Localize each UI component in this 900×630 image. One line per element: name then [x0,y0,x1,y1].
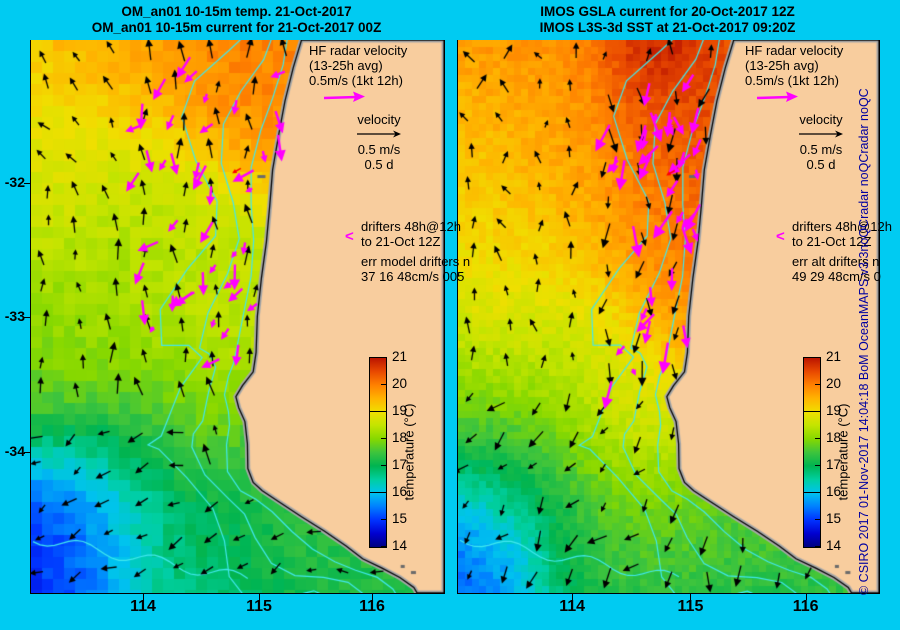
drifter-marker-icon: < [776,228,785,245]
error-stats-note: err alt drifters n 49 29 48cm/s 0 [792,254,881,284]
velocity-legend-title: velocity [799,112,843,127]
colorbar-tick-mark [815,519,820,520]
velocity-legend-days: 0.5 d [364,157,394,172]
colorbar-tick-mark [381,465,386,466]
velocity-legend-days: 0.5 d [806,157,836,172]
hf-radar-legend: HF radar velocity (13-25h avg) 0.5m/s (1… [745,43,843,88]
lon-tick-mark [372,594,373,600]
colorbar-divider-line [804,411,820,412]
colorbar-tick-label: 17 [392,457,408,472]
drifters-note-line1: drifters 48h@12h [361,219,461,234]
csiro-watermark: © CSIRO 2017 01-Nov-2017 14:04:18 BoM Oc… [857,88,871,595]
error-stats-line1: err alt drifters n [792,254,880,269]
lon-tick-label: 116 [359,598,385,615]
colorbar-axis-label: temperature (°C) [401,403,417,501]
error-stats-note: err model drifters n 37 16 48cm/s 005 [361,254,470,284]
lon-tick-mark [142,594,144,600]
lon-tick-mark [572,594,574,600]
hf-radar-legend-line3: 0.5m/s (1kt 12h) [309,73,403,88]
lon-tick-label: 115 [246,598,272,615]
hf-radar-arrow-icon [756,91,798,102]
lat-tick-label: -34 [4,442,25,459]
colorbar-tick-label: 21 [826,349,842,364]
colorbar-divider-line [370,411,386,412]
hf-radar-legend-line2: (13-25h avg) [309,58,383,73]
colorbar-tick-mark [815,465,820,466]
lon-tick-label: 115 [677,598,704,615]
velocity-legend: velocity 0.5 m/s 0.5 d [778,112,864,172]
error-stats-line2: 49 29 48cm/s 0 [792,269,881,284]
error-stats-line2: 37 16 48cm/s 005 [361,269,465,284]
hf-radar-legend-line1: HF radar velocity [309,43,408,58]
lon-tick-label: 116 [792,598,819,615]
hf-radar-legend-line3: 0.5m/s (1kt 12h) [745,73,839,88]
colorbar-tick-mark [815,357,820,358]
colorbar-tick-label: 19 [392,403,408,418]
colorbar-tick-label: 15 [392,511,408,526]
lat-tick-label: -32 [4,174,25,190]
colorbar-tick-label: 16 [826,484,842,499]
right-panel-title-line2: IMOS L3S-3d SST at 21-Oct-2017 09:20Z [539,20,796,35]
lon-tick-mark [259,594,260,600]
hf-radar-legend-line2: (13-25h avg) [745,58,819,73]
satellite-map-panel: HF radar velocity (13-25h avg) 0.5m/s (1… [457,40,892,594]
temperature-colorbar [369,357,387,548]
velocity-legend-scale: 0.5 m/s [799,142,843,157]
drifters-note: drifters 48h@12h to 21-Oct 12Z [361,219,461,249]
colorbar-tick-label: 14 [826,538,842,553]
temperature-colorbar [803,357,821,548]
drifter-marker-icon: < [345,228,354,245]
colorbar-tick-label: 21 [392,349,408,364]
lat-tick-mark [24,451,30,453]
drifters-note-line2: to 21-Oct 12Z [792,234,872,249]
lon-tick-mark [805,594,807,600]
left-panel-title-line2: OM_an01 10-15m current for 21-Oct-2017 0… [91,20,382,35]
lon-tick-label: 114 [130,598,156,615]
drifters-note-line1: drifters 48h@12h [792,219,892,234]
colorbar-tick-label: 16 [392,484,408,499]
hf-radar-arrow-icon [323,91,365,102]
colorbar-divider-line [370,492,386,493]
hf-radar-legend-line1: HF radar velocity [745,43,844,58]
lat-tick-mark [24,183,30,184]
lon-tick-mark [690,594,692,600]
left-panel-title-line1: OM_an01 10-15m temp. 21-Oct-2017 [121,4,352,19]
colorbar-axis-label: temperature (°C) [835,403,851,501]
colorbar-tick-label: 18 [392,430,408,445]
colorbar-tick-label: 19 [826,403,842,418]
colorbar-tick-label: 15 [826,511,842,526]
colorbar-tick-label: 17 [826,457,842,472]
colorbar-tick-label: 20 [392,376,408,391]
colorbar-tick-mark [381,438,386,439]
colorbar-tick-label: 14 [392,538,408,553]
velocity-arrow-icon [357,130,401,138]
colorbar-tick-mark [815,384,820,385]
colorbar-tick-label: 18 [826,430,842,445]
velocity-legend-scale: 0.5 m/s [357,142,401,157]
colorbar-tick-mark [815,546,820,547]
velocity-arrow-icon [799,130,843,138]
error-stats-line1: err model drifters n [361,254,471,269]
lat-tick-label: -33 [4,307,25,324]
colorbar-tick-mark [381,546,386,547]
right-panel-title-line1: IMOS GSLA current for 20-Oct-2017 12Z [540,4,795,19]
lon-tick-label: 114 [559,598,586,615]
drifters-note-line2: to 21-Oct 12Z [361,234,441,249]
velocity-legend: velocity 0.5 m/s 0.5 d [336,112,422,172]
colorbar-divider-line [804,492,820,493]
colorbar-tick-mark [815,438,820,439]
colorbar-tick-mark [381,519,386,520]
colorbar-tick-label: 20 [826,376,842,391]
hf-radar-legend: HF radar velocity (13-25h avg) 0.5m/s (1… [309,43,407,88]
model-map-panel: HF radar velocity (13-25h avg) 0.5m/s (1… [30,40,470,594]
colorbar-tick-mark [381,357,386,358]
velocity-legend-title: velocity [357,112,401,127]
lat-tick-mark [24,316,30,318]
colorbar-tick-mark [381,384,386,385]
drifters-note: drifters 48h@12h to 21-Oct 12Z [792,219,892,249]
